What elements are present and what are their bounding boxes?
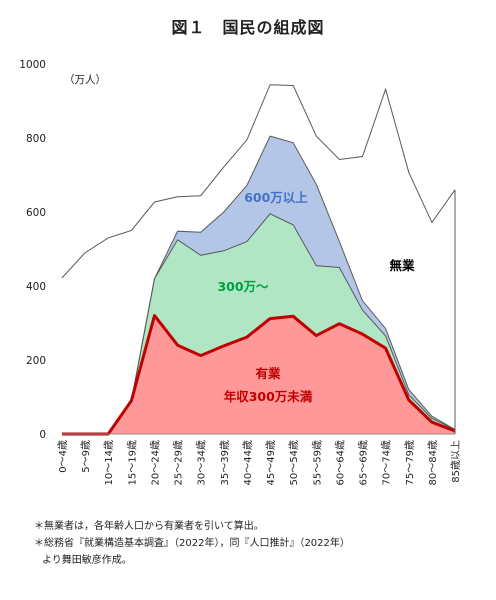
- x-tick-label: 15～19歳: [126, 440, 138, 485]
- line-under-300: [62, 314, 456, 436]
- y-tick-label: 600: [26, 207, 46, 219]
- x-tick-label: 45～49歳: [265, 440, 277, 485]
- notes: ＊無業者は，各年齢人口から有業者を引いて算出。 ＊総務省『就業構造基本調査』（2…: [34, 518, 350, 569]
- label-300-plus: 300万～: [217, 279, 269, 294]
- x-tick-label: 50～54歳: [288, 440, 300, 485]
- x-tick-label: 35～39歳: [219, 440, 231, 485]
- note-line-1: ＊無業者は，各年齢人口から有業者を引いて算出。: [34, 521, 264, 532]
- x-tick-label: 5～9歳: [80, 440, 92, 473]
- x-tick-label: 25～29歳: [173, 440, 185, 485]
- area-layers: [61, 84, 456, 436]
- label-600-plus: 600万以上: [244, 190, 308, 205]
- x-tick-label: 20～24歳: [149, 440, 161, 485]
- x-tick-label: 40～44歳: [242, 440, 254, 485]
- area-low: [62, 315, 455, 434]
- x-tick-label: 55～59歳: [311, 440, 323, 485]
- y-axis-label: （万人）: [64, 74, 106, 86]
- y-tick-label: 800: [26, 133, 46, 145]
- note-line-2: ＊総務省『就業構造基本調査』（2022年），同『人口推計』（2022年）: [34, 538, 350, 549]
- y-tick-label: 400: [26, 281, 46, 293]
- note-line-3: より舞田敏彦作成。: [42, 555, 132, 566]
- label-under-300: 年収300万未満: [224, 389, 313, 404]
- x-tick-label: 85歳以上: [450, 440, 462, 483]
- x-tick-label: 60～64歳: [334, 440, 346, 485]
- line-total-population: [61, 84, 456, 279]
- x-tick-label: 70～74歳: [381, 440, 393, 485]
- label-unemployed: 無業: [389, 258, 415, 273]
- chart-title: 図１ 国民の組成図: [171, 18, 325, 37]
- y-tick-label: 200: [26, 355, 46, 367]
- axes: 0 200 400 600 800 1000 （万人） 0～4歳 5～9歳 10～14歳 15～19…: [19, 59, 462, 485]
- y-tick-label: 1000: [19, 59, 46, 71]
- label-employed: 有業: [255, 366, 281, 381]
- x-tick-label: 75～79歳: [404, 440, 416, 485]
- x-tick-label: 0～4歳: [57, 440, 69, 473]
- y-tick-label: 0: [39, 429, 46, 441]
- x-tick-label: 80～84歳: [427, 440, 439, 485]
- x-tick-label: 30～34歳: [196, 440, 208, 485]
- x-tick-label: 10～14歳: [103, 440, 115, 485]
- x-tick-label: 65～69歳: [358, 440, 370, 485]
